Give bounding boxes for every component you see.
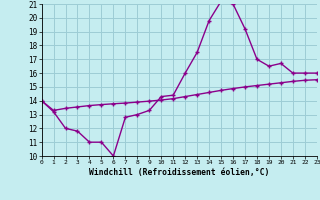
X-axis label: Windchill (Refroidissement éolien,°C): Windchill (Refroidissement éolien,°C) xyxy=(89,168,269,177)
